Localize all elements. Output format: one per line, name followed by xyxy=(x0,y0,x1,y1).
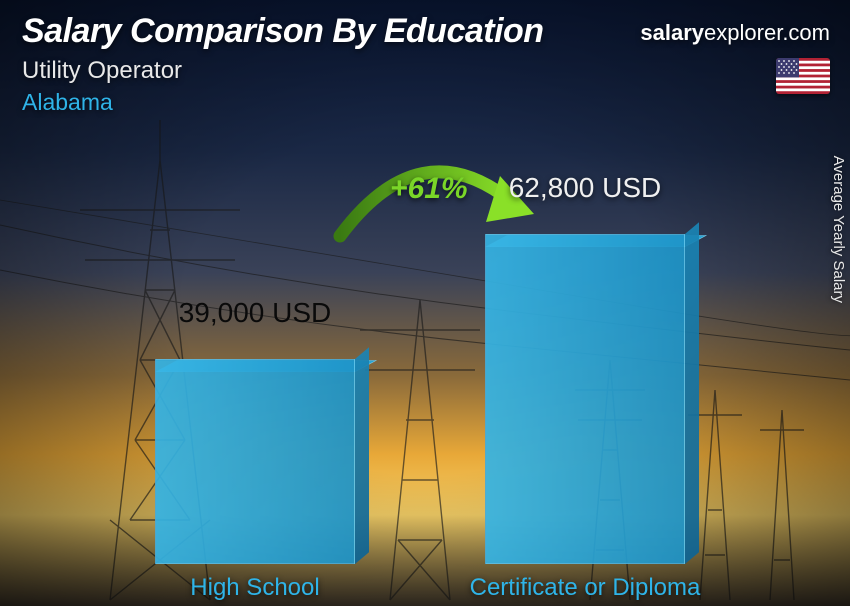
bar-label-1: High School xyxy=(105,574,405,602)
chart-subtitle: Utility Operator xyxy=(22,57,828,85)
flag-us-icon xyxy=(776,58,830,94)
bar-high-school: 39,000 USD High School xyxy=(155,359,355,564)
bar-value-1: 39,000 USD xyxy=(125,297,385,329)
brand-strong: salary xyxy=(640,20,704,45)
bar-certificate-diploma: 62,800 USD Certificate or Diploma xyxy=(485,234,685,564)
brand-light: explorer.com xyxy=(704,20,830,45)
chart-region: Alabama xyxy=(22,89,828,116)
brand-logo: salaryexplorer.com xyxy=(640,20,830,46)
bar-label-2: Certificate or Diploma xyxy=(435,574,735,602)
bar-chart: +61% 39,000 USD High School 62,800 USD C… xyxy=(0,136,850,606)
bar-value-2: 62,800 USD xyxy=(455,172,715,204)
